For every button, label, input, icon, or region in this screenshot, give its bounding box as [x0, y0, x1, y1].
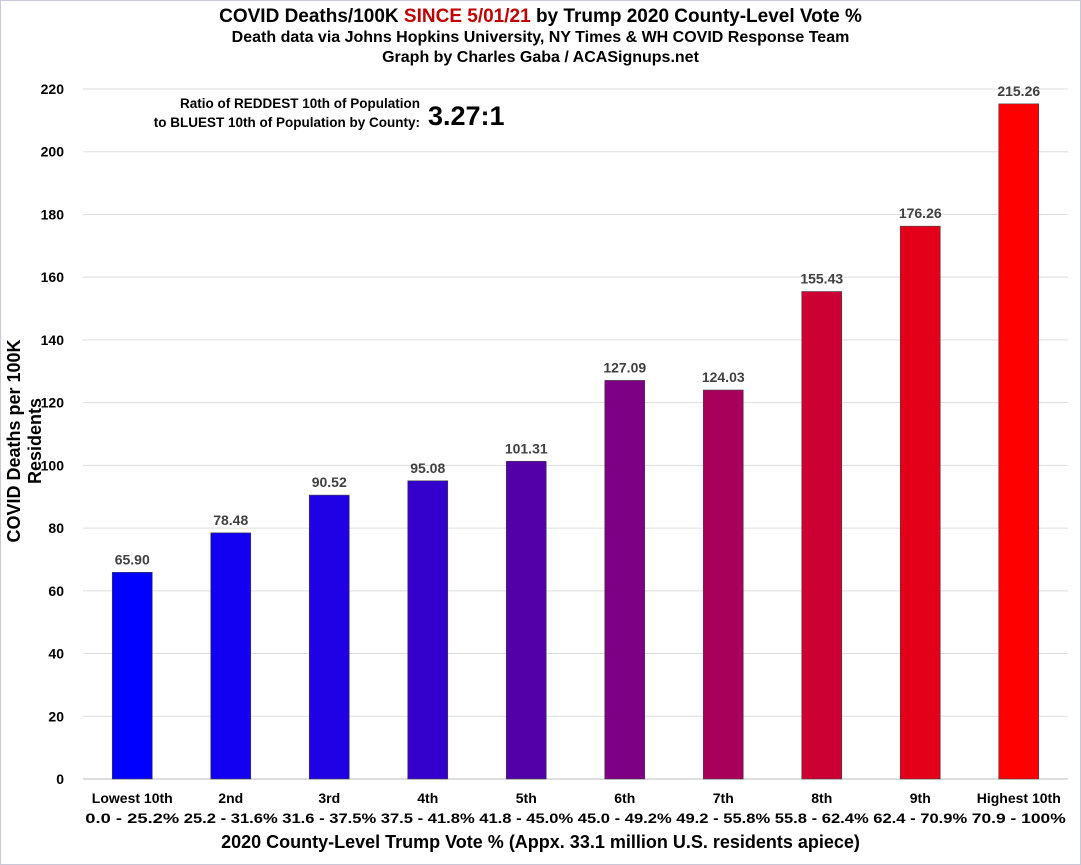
x-tick-range: 70.9 - 100%	[972, 811, 1066, 826]
bar	[210, 532, 252, 780]
data-label: 124.03	[702, 369, 745, 385]
data-label: 215.26	[997, 83, 1040, 99]
y-tick-label: 160	[41, 269, 65, 285]
x-tick-range: 49.2 - 55.8%	[676, 811, 770, 826]
y-tick-label: 120	[41, 395, 65, 411]
x-tick-range: 55.8 - 62.4%	[775, 811, 869, 826]
x-tick-label: 9th	[910, 790, 931, 806]
data-label: 101.31	[505, 440, 548, 456]
x-tick-range: 37.5 - 41.8%	[381, 811, 475, 826]
bar	[111, 572, 153, 780]
chart-subtitle-2: Graph by Charles Gaba / ACASignups.net	[382, 49, 699, 66]
x-axis-label: 2020 County-Level Trump Vote % (Appx. 33…	[221, 832, 860, 852]
ratio-value: 3.27:1	[428, 101, 505, 131]
annotation-line-1: Ratio of REDDEST 10th of Population	[180, 96, 420, 111]
data-label: 65.90	[115, 551, 150, 567]
data-label: 78.48	[213, 512, 248, 528]
chart-titles: COVID Deaths/100K SINCE 5/01/21 by Trump…	[0, 6, 1081, 68]
bar	[407, 480, 449, 780]
x-tick-range: 25.2 - 31.6%	[184, 811, 278, 826]
y-tick-label: 100	[41, 457, 65, 473]
bar	[801, 291, 843, 780]
data-label: 90.52	[312, 474, 347, 490]
ratio-annotation: Ratio of REDDEST 10th of Population to B…	[110, 94, 420, 132]
y-tick-label: 220	[41, 81, 65, 97]
bar	[998, 103, 1040, 780]
y-axis-label: COVID Deaths per 100K Residents	[4, 339, 45, 543]
x-tick-label: 6th	[614, 790, 635, 806]
data-label: 95.08	[410, 460, 445, 476]
bar	[308, 494, 350, 780]
title-part2: by Trump 2020 County-Level Vote %	[530, 6, 862, 27]
bar	[702, 389, 744, 780]
y-tick-label: 200	[41, 144, 65, 160]
y-tick-label: 180	[41, 206, 65, 222]
x-tick-label: 5th	[516, 790, 537, 806]
annotation-line-2: to BLUEST 10th of Population by County:	[153, 115, 420, 130]
x-tick-label: 8th	[811, 790, 832, 806]
x-tick-label: 4th	[417, 790, 438, 806]
y-tick-label: 20	[48, 708, 64, 724]
x-tick-range: 0.0 - 25.2%	[85, 811, 179, 826]
chart-title: COVID Deaths/100K SINCE 5/01/21 by Trump…	[0, 6, 1081, 28]
title-part1: COVID Deaths/100K	[219, 6, 404, 27]
y-tick-label: 40	[48, 646, 64, 662]
x-tick-label: Lowest 10th	[92, 790, 173, 806]
x-tick-label: Highest 10th	[977, 790, 1061, 806]
data-label: 155.43	[800, 271, 843, 287]
data-label: 176.26	[899, 205, 942, 221]
y-tick-label: 140	[41, 332, 65, 348]
y-tick-label: 0	[56, 771, 64, 787]
x-tick-label: 3rd	[318, 790, 340, 806]
bar	[899, 225, 941, 780]
x-tick-range: 45.0 - 49.2%	[578, 811, 672, 826]
x-tick-range: 31.6 - 37.5%	[282, 811, 376, 826]
y-tick-label: 80	[48, 520, 64, 536]
data-label: 127.09	[603, 359, 646, 375]
x-tick-label: 2nd	[218, 790, 243, 806]
bar	[505, 460, 547, 780]
chart-subtitle-1: Death data via Johns Hopkins University,…	[231, 29, 850, 46]
bar	[604, 380, 646, 780]
x-tick-range: 62.4 - 70.9%	[873, 811, 967, 826]
y-tick-label: 60	[48, 583, 64, 599]
x-tick-range: 41.8 - 45.0%	[479, 811, 573, 826]
x-tick-label: 7th	[713, 790, 734, 806]
title-highlight: SINCE 5/01/21	[403, 6, 531, 27]
